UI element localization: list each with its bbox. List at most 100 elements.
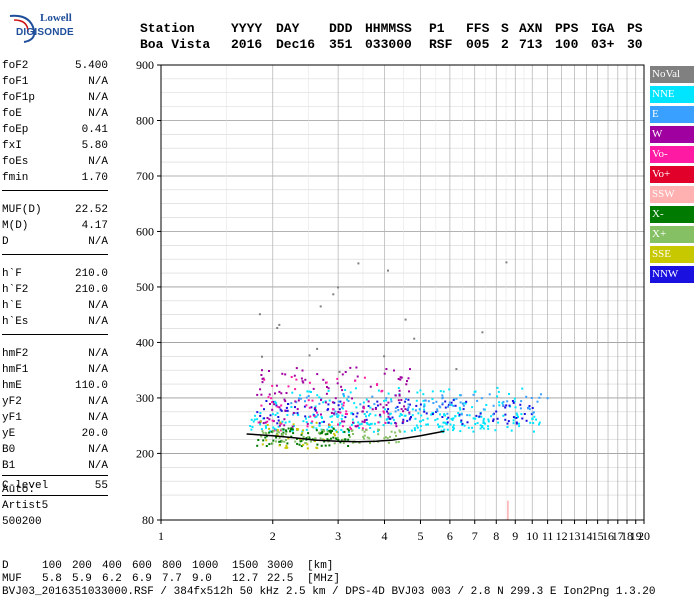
point-sse bbox=[296, 428, 298, 430]
point-x- bbox=[271, 442, 274, 445]
x-tick-label: 17 bbox=[612, 529, 624, 543]
x-tick-label: 1 bbox=[158, 529, 164, 543]
point-x- bbox=[326, 438, 329, 441]
point-w bbox=[284, 400, 287, 403]
point-e bbox=[407, 403, 410, 406]
point-x- bbox=[390, 430, 393, 433]
point-nne bbox=[354, 387, 357, 390]
point-x- bbox=[334, 437, 337, 440]
param-row: h`Es N/A bbox=[2, 316, 108, 330]
point-x- bbox=[290, 427, 293, 430]
point-e bbox=[334, 410, 337, 413]
point-x- bbox=[332, 427, 335, 430]
point-nnw bbox=[506, 422, 509, 425]
param-value: 210.0 bbox=[74, 284, 108, 296]
point-nne bbox=[414, 417, 417, 420]
point-nne bbox=[452, 417, 455, 420]
point-nne bbox=[259, 423, 262, 426]
param-row: hmF2 N/A bbox=[2, 348, 108, 362]
point-x- bbox=[328, 444, 331, 447]
point-w bbox=[387, 415, 390, 418]
point-nne bbox=[326, 428, 329, 431]
point-nne bbox=[250, 428, 253, 431]
param-row: hmF1 N/A bbox=[2, 364, 108, 378]
point-nnw bbox=[410, 416, 412, 418]
param-value: N/A bbox=[88, 444, 108, 456]
param-row: fmin 1.70 bbox=[2, 172, 108, 186]
point-nnw bbox=[286, 409, 289, 412]
point-nne bbox=[533, 430, 535, 433]
point-e bbox=[423, 405, 425, 408]
point-e bbox=[432, 402, 435, 404]
header-value-day: Dec16 bbox=[276, 37, 316, 52]
header-value-iga: 03+ bbox=[591, 37, 615, 52]
point-nnw bbox=[326, 408, 329, 411]
point-nne bbox=[471, 406, 474, 409]
x-tick-label: 16 bbox=[602, 529, 614, 543]
point-nne bbox=[512, 422, 515, 425]
point-nne bbox=[310, 421, 313, 424]
point-nne bbox=[340, 403, 343, 406]
point-nne bbox=[390, 398, 393, 401]
point-x- bbox=[339, 441, 342, 444]
point-w bbox=[399, 376, 402, 379]
point-nne bbox=[419, 420, 422, 423]
point-nne bbox=[487, 427, 490, 430]
point-x- bbox=[358, 441, 361, 444]
footer-value: [km] bbox=[307, 560, 334, 572]
param-separator bbox=[2, 334, 108, 335]
point-x- bbox=[352, 433, 354, 435]
point-sse bbox=[276, 434, 279, 437]
point-w bbox=[278, 424, 281, 427]
point-x- bbox=[336, 436, 339, 439]
point-w bbox=[293, 374, 296, 377]
point-nnw bbox=[525, 419, 528, 422]
point-nnw bbox=[338, 408, 341, 411]
point-nne bbox=[341, 414, 344, 417]
point-nne bbox=[443, 421, 446, 424]
param-row: MUF(D) 22.52 bbox=[2, 204, 108, 218]
point-vo- bbox=[363, 376, 366, 379]
point-w bbox=[256, 393, 259, 396]
point-nne bbox=[411, 414, 414, 417]
point-nne bbox=[451, 426, 454, 429]
point-w bbox=[331, 401, 334, 404]
point-x- bbox=[268, 431, 271, 434]
point-nne bbox=[315, 415, 318, 418]
point-noval bbox=[308, 354, 311, 357]
point-sse bbox=[279, 421, 282, 424]
point-x- bbox=[316, 443, 319, 446]
point-w bbox=[260, 374, 263, 376]
point-nne bbox=[373, 422, 376, 425]
point-nne bbox=[342, 431, 345, 434]
point-nne bbox=[498, 401, 501, 404]
point-nne bbox=[474, 390, 477, 393]
auto-label: Auto: bbox=[2, 484, 36, 496]
point-nne bbox=[377, 389, 380, 392]
point-nne bbox=[487, 420, 490, 423]
point-nne bbox=[382, 424, 385, 427]
point-sse bbox=[311, 426, 314, 428]
x-tick-label: 5 bbox=[417, 529, 423, 543]
point-w bbox=[301, 380, 304, 383]
param-separator bbox=[2, 495, 108, 496]
point-nne bbox=[479, 424, 482, 427]
point-nne bbox=[446, 418, 448, 421]
point-nne bbox=[358, 426, 361, 429]
y-tick-label: 700 bbox=[136, 169, 154, 183]
point-vo- bbox=[309, 415, 312, 418]
param-row: foEp 0.41 bbox=[2, 124, 108, 138]
point-e bbox=[394, 407, 397, 409]
point-nnw bbox=[444, 406, 447, 409]
point-noval bbox=[319, 305, 322, 308]
point-nne bbox=[513, 400, 516, 403]
point-nnw bbox=[496, 417, 499, 420]
point-x- bbox=[286, 442, 289, 445]
point-nne bbox=[340, 428, 343, 431]
x-tick-label: 7 bbox=[472, 529, 478, 543]
point-w bbox=[320, 413, 322, 416]
point-nnw bbox=[279, 408, 282, 411]
point-vo- bbox=[266, 420, 269, 423]
point-sse bbox=[287, 437, 290, 440]
point-nne bbox=[308, 390, 311, 393]
